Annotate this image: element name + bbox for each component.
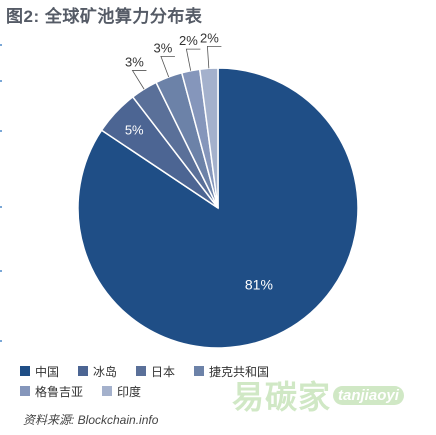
source-note: 资料来源: Blockchain.info <box>23 413 159 427</box>
data-label-iceland: 5% <box>125 123 144 138</box>
data-label-japan: 3% <box>125 54 144 69</box>
legend-item-iceland: 冰岛 <box>78 363 117 380</box>
left-edge-decoration <box>0 0 3 435</box>
legend-item-georgia: 格鲁吉亚 <box>20 383 83 400</box>
legend-item-india: 印度 <box>102 383 141 400</box>
pie-chart: 81% 5% 3% 3% 2% 2% <box>77 30 359 349</box>
legend-swatch <box>194 366 205 376</box>
legend-row-1: 中国 冰岛 日本 捷克共和国 <box>20 361 400 381</box>
legend-label: 印度 <box>117 384 142 399</box>
legend-row-2: 格鲁吉亚 印度 <box>20 381 400 401</box>
leader-line-india <box>206 45 222 69</box>
watermark-text: 易碳家 <box>232 378 332 416</box>
watermark-badge: tanjiaoyi <box>333 385 404 405</box>
chart-title: 图2: 全球矿池算力分布表 <box>6 7 203 26</box>
legend-label: 日本 <box>151 364 176 379</box>
legend-label: 捷克共和国 <box>209 364 270 379</box>
leader-line-czech <box>160 55 175 78</box>
legend-item-china: 中国 <box>20 363 59 380</box>
legend-item-japan: 日本 <box>136 363 175 380</box>
legend-item-czech: 捷克共和国 <box>194 363 269 380</box>
legend-swatch <box>102 386 113 396</box>
data-label-georgia: 2% <box>179 33 198 48</box>
legend-swatch <box>20 386 30 396</box>
leader-line-georgia <box>185 48 201 71</box>
legend-swatch <box>136 366 147 376</box>
data-label-czech: 3% <box>154 40 173 55</box>
data-label-china: 81% <box>245 277 273 293</box>
leader-line-japan <box>131 70 147 90</box>
legend-label: 中国 <box>35 364 60 379</box>
watermark-logo: 易碳家 tanjiaoyi <box>232 372 404 418</box>
legend-swatch <box>20 366 30 376</box>
legend-swatch <box>78 366 89 376</box>
legend-label: 格鲁吉亚 <box>35 384 84 399</box>
data-label-india: 2% <box>200 30 219 45</box>
chart-legend: 中国 冰岛 日本 捷克共和国 格鲁吉亚 印度 <box>20 361 400 401</box>
legend-label: 冰岛 <box>93 364 118 379</box>
